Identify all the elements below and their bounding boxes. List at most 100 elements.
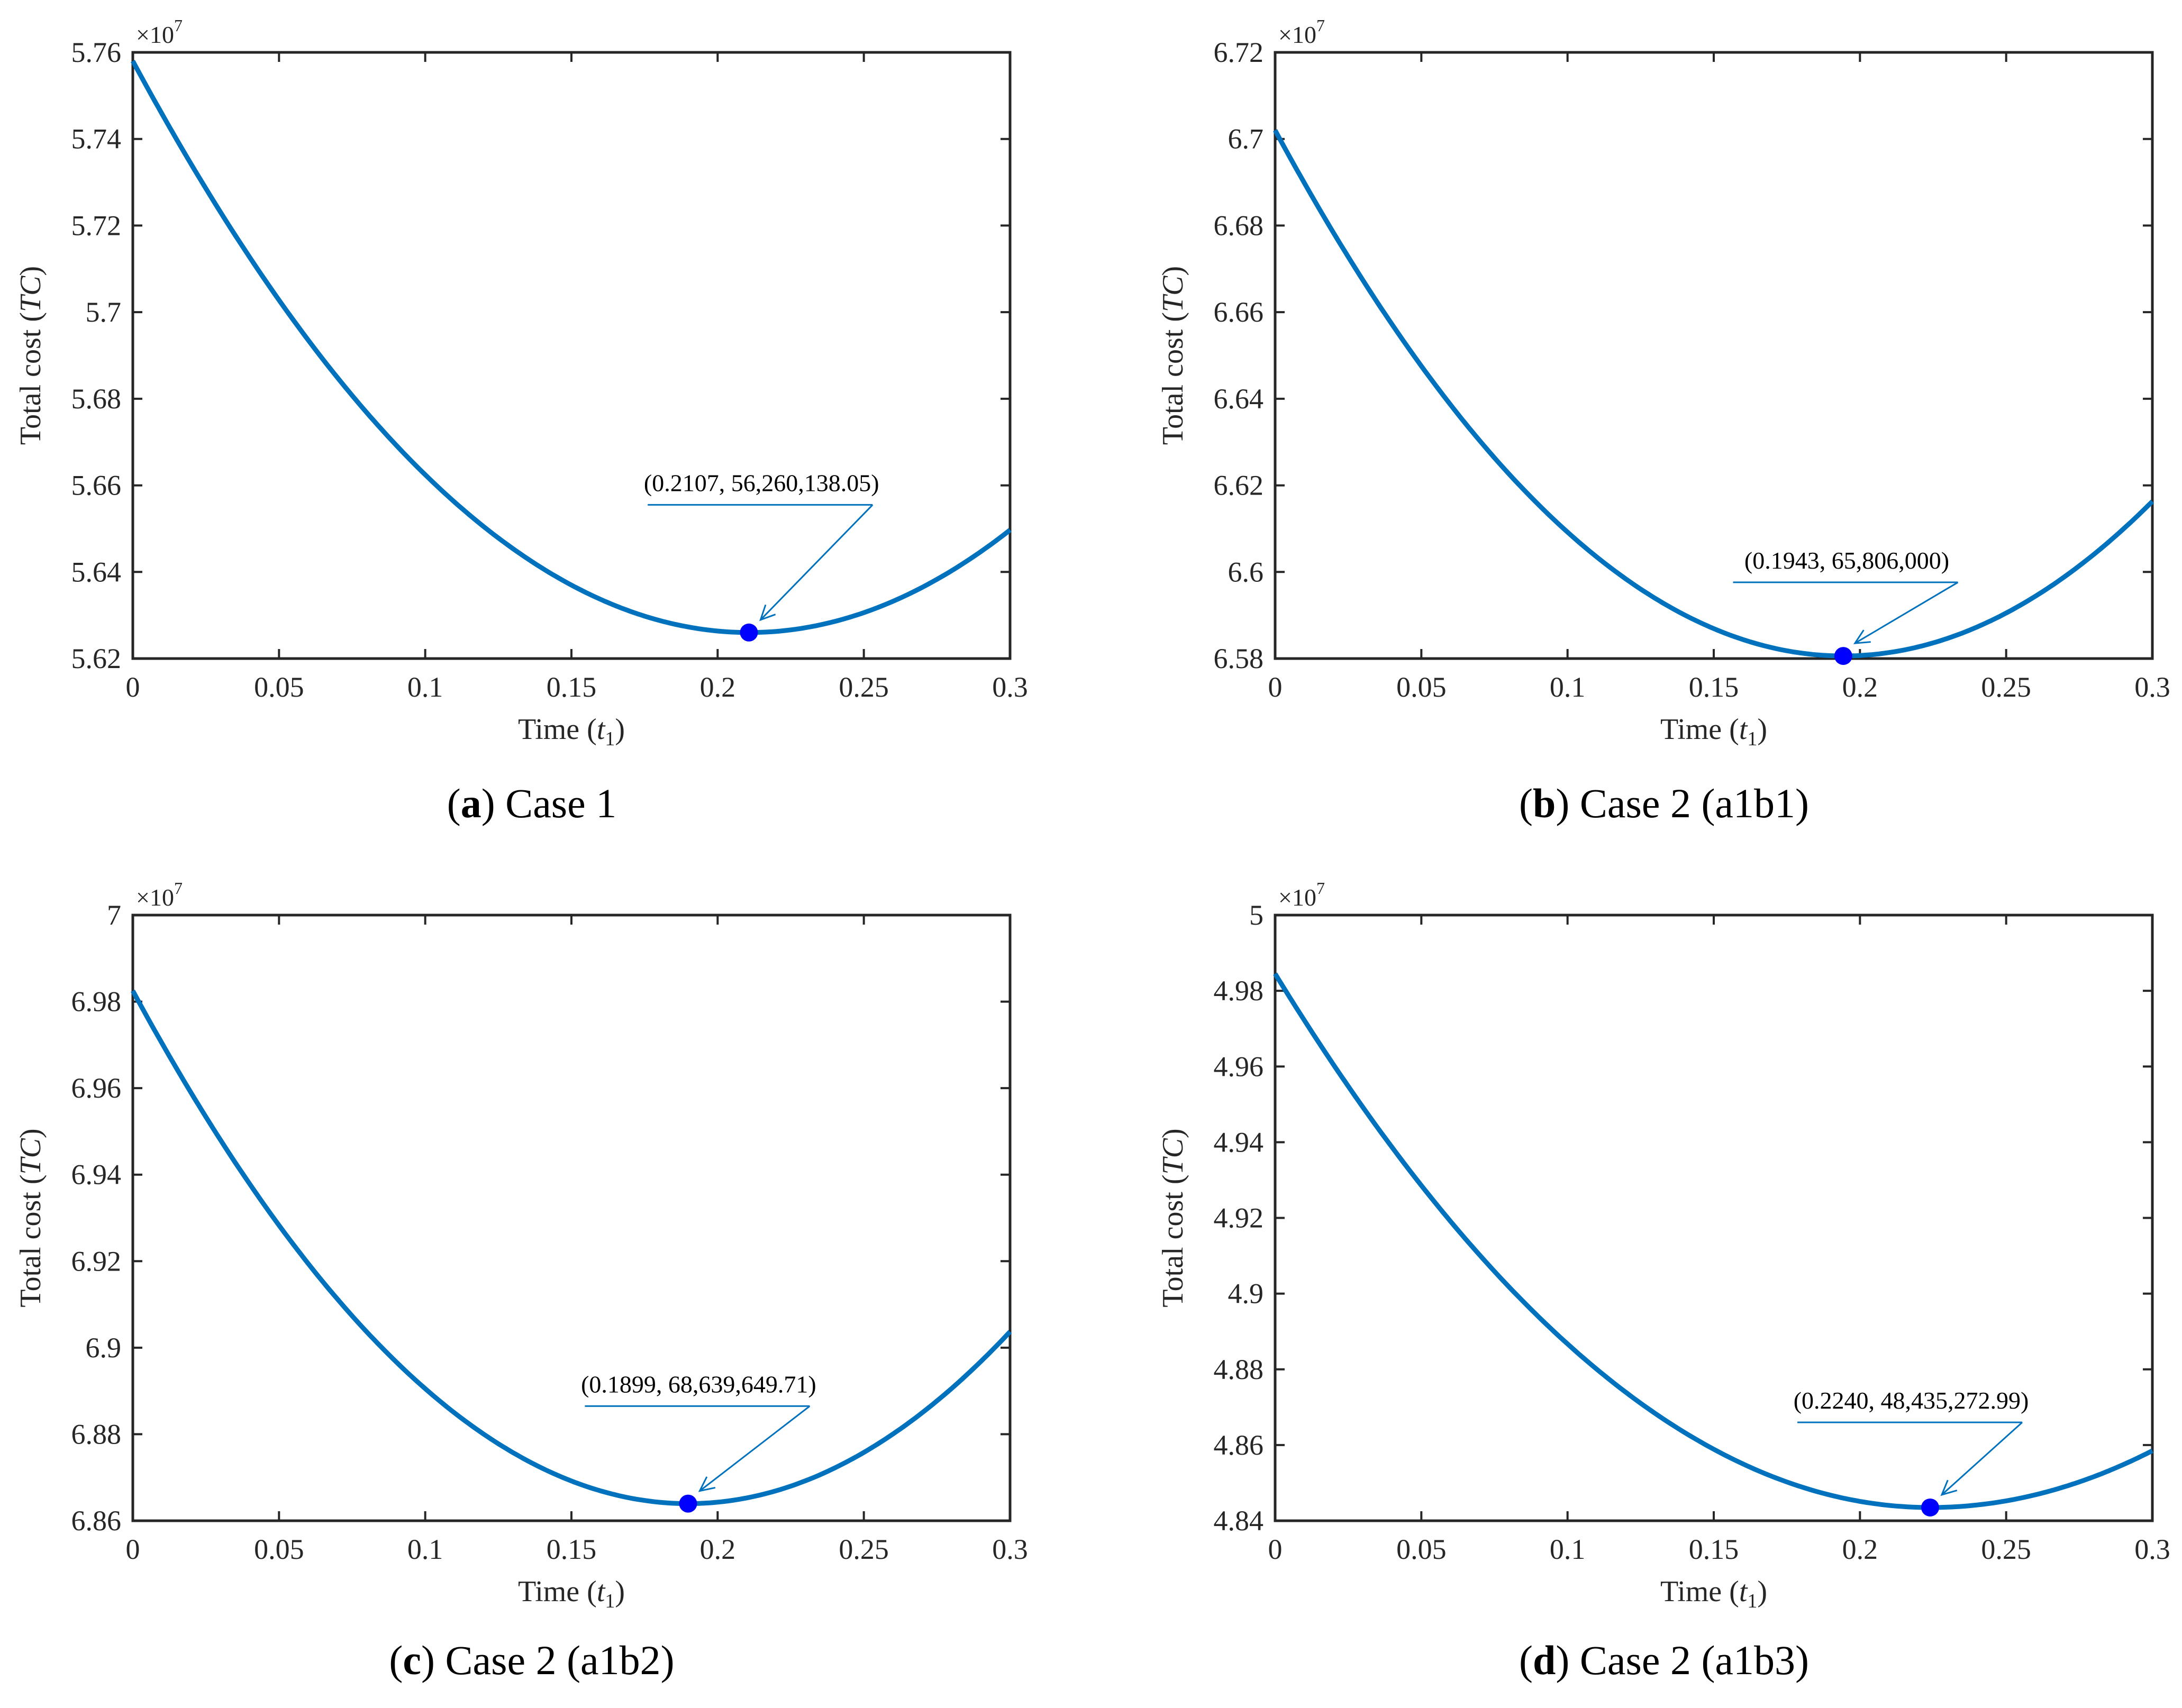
optimum-point bbox=[740, 623, 758, 642]
x-tick-label: 0.1 bbox=[407, 671, 443, 703]
optimum-annotation: (0.1943, 65,806,000) bbox=[1744, 547, 1949, 574]
x-tick-label: 0.2 bbox=[1842, 1533, 1878, 1565]
panel-a: 0 0.05 0.1 0.15 0.2 0.25 0.3 5.62 5.64 5.66 5.68 5.… bbox=[14, 16, 1028, 826]
x-tick-label: 0.05 bbox=[254, 671, 304, 703]
y-tick-label: 4.9 bbox=[1228, 1278, 1264, 1310]
panel-b: 0 0.05 0.1 0.15 0.2 0.25 0.3 6.58 6.6 6.62 6.64 6.6… bbox=[1157, 16, 2170, 826]
y-tick-label: 6.86 bbox=[71, 1505, 122, 1537]
annotation-arrow-head bbox=[759, 604, 776, 622]
y-tick-label: 6.6 bbox=[1228, 556, 1264, 588]
y-tick-label: 6.94 bbox=[71, 1159, 122, 1191]
x-tick-label: 0.15 bbox=[1689, 1533, 1739, 1565]
y-tick-label: 6.62 bbox=[1214, 470, 1264, 501]
y-tick-label: 6.64 bbox=[1214, 383, 1264, 415]
y-multiplier: ×107 bbox=[1278, 16, 1325, 48]
y-tick-label: 5.62 bbox=[71, 643, 122, 674]
y-tick-label: 4.98 bbox=[1214, 975, 1264, 1007]
plot-frame bbox=[1274, 51, 2154, 660]
x-axis-label: Time (t1) bbox=[518, 713, 625, 750]
x-tick-label: 0.15 bbox=[547, 671, 597, 703]
series-line-tc bbox=[1273, 972, 2154, 1510]
x-tick-label: 0.15 bbox=[547, 1533, 597, 1565]
series-line-tc bbox=[1273, 129, 2154, 659]
plot-frame bbox=[131, 51, 1012, 660]
y-tick-label: 4.88 bbox=[1214, 1354, 1264, 1385]
annotation-arrow-line bbox=[699, 1405, 811, 1492]
y-tick-label: 7 bbox=[107, 899, 121, 931]
x-tick-label: 0.05 bbox=[254, 1533, 304, 1565]
y-tick-label: 5.64 bbox=[71, 556, 122, 588]
x-tick-label: 0 bbox=[1268, 671, 1283, 703]
optimum-annotation: (0.2240, 48,435,272.99) bbox=[1794, 1387, 2029, 1414]
optimum-point bbox=[1921, 1498, 1939, 1517]
annotation-arrow-line bbox=[1941, 1421, 2023, 1496]
x-tick-label: 0.05 bbox=[1396, 671, 1447, 703]
x-tick-label: 0.15 bbox=[1689, 671, 1739, 703]
panel-caption: (b) Case 2 (a1b1) bbox=[1519, 780, 1809, 826]
plot-frame bbox=[131, 914, 1012, 1522]
annotation-arrow-line bbox=[1854, 581, 1959, 644]
y-tick-label: 6.68 bbox=[1214, 209, 1264, 241]
y-tick-label: 5.72 bbox=[71, 209, 122, 241]
x-tick-label: 0.1 bbox=[1550, 671, 1586, 703]
optimum-point bbox=[1834, 647, 1852, 665]
y-tick-label: 4.96 bbox=[1214, 1051, 1264, 1082]
y-tick-label: 6.66 bbox=[1214, 296, 1264, 328]
panel-caption: (d) Case 2 (a1b3) bbox=[1519, 1637, 1809, 1683]
x-tick-label: 0.1 bbox=[407, 1533, 443, 1565]
y-tick-label: 4.92 bbox=[1214, 1202, 1264, 1234]
x-tick-label: 0.3 bbox=[2134, 671, 2170, 703]
y-tick-label: 6.58 bbox=[1214, 643, 1264, 674]
y-tick-label: 4.86 bbox=[1214, 1429, 1264, 1461]
annotation-arrow-line bbox=[760, 504, 874, 620]
x-tick-label: 0 bbox=[126, 671, 140, 703]
x-axis-label: Time (t1) bbox=[1660, 1575, 1767, 1612]
x-tick-label: 0.3 bbox=[992, 1533, 1028, 1565]
y-tick-label: 5.68 bbox=[71, 383, 122, 415]
y-tick-label: 6.9 bbox=[86, 1332, 122, 1364]
y-axis-label: Total cost (TC) bbox=[14, 1128, 47, 1307]
y-multiplier: ×107 bbox=[136, 16, 183, 48]
optimum-point bbox=[679, 1494, 697, 1513]
x-tick-label: 0.2 bbox=[700, 1533, 736, 1565]
y-tick-label: 4.84 bbox=[1214, 1505, 1264, 1537]
y-axis-label: Total cost (TC) bbox=[1157, 266, 1189, 445]
x-tick-label: 0.25 bbox=[1981, 671, 2031, 703]
x-tick-label: 0.2 bbox=[700, 671, 736, 703]
x-tick-label: 0 bbox=[126, 1533, 140, 1565]
x-tick-label: 0.1 bbox=[1550, 1533, 1586, 1565]
y-tick-label: 6.92 bbox=[71, 1245, 122, 1277]
y-tick-label: 6.96 bbox=[71, 1072, 122, 1104]
y-multiplier: ×107 bbox=[1278, 879, 1325, 911]
x-tick-label: 0.25 bbox=[839, 1533, 889, 1565]
y-tick-label: 4.94 bbox=[1214, 1126, 1264, 1158]
x-tick-label: 0.05 bbox=[1396, 1533, 1447, 1565]
y-multiplier: ×107 bbox=[136, 879, 183, 911]
x-tick-label: 0.25 bbox=[839, 671, 889, 703]
y-tick-label: 6.88 bbox=[71, 1418, 122, 1450]
annotation-arrow-head bbox=[1940, 1479, 1958, 1496]
x-axis-label: Time (t1) bbox=[1660, 713, 1767, 750]
annotation-arrow-head bbox=[1853, 629, 1871, 644]
series-line-tc bbox=[131, 989, 1012, 1506]
x-tick-label: 0.3 bbox=[992, 671, 1028, 703]
panel-d: 0 0.05 0.1 0.15 0.2 0.25 0.3 4.84 4.86 4.88 4.9 4.9… bbox=[1157, 879, 2170, 1683]
y-tick-label: 5.76 bbox=[71, 36, 122, 68]
x-axis-label: Time (t1) bbox=[518, 1575, 625, 1612]
plot-frame bbox=[1274, 914, 2154, 1522]
x-tick-label: 0.2 bbox=[1842, 671, 1878, 703]
y-axis-label: Total cost (TC) bbox=[14, 266, 47, 445]
panel-c: 0 0.05 0.1 0.15 0.2 0.25 0.3 6.86 6.88 6.9 6.92 6.9… bbox=[14, 879, 1028, 1683]
optimum-annotation: (0.1899, 68,639,649.71) bbox=[581, 1371, 816, 1398]
series-line-tc bbox=[131, 60, 1012, 635]
y-tick-label: 6.98 bbox=[71, 986, 122, 1018]
y-tick-label: 5.74 bbox=[71, 123, 122, 155]
x-tick-label: 0.25 bbox=[1981, 1533, 2031, 1565]
annotation-arrow-head bbox=[698, 1476, 716, 1492]
y-tick-label: 5.66 bbox=[71, 470, 122, 501]
optimum-annotation: (0.2107, 56,260,138.05) bbox=[644, 469, 879, 496]
y-tick-label: 6.7 bbox=[1228, 123, 1264, 155]
x-tick-label: 0.3 bbox=[2134, 1533, 2170, 1565]
y-tick-label: 6.72 bbox=[1214, 36, 1264, 68]
